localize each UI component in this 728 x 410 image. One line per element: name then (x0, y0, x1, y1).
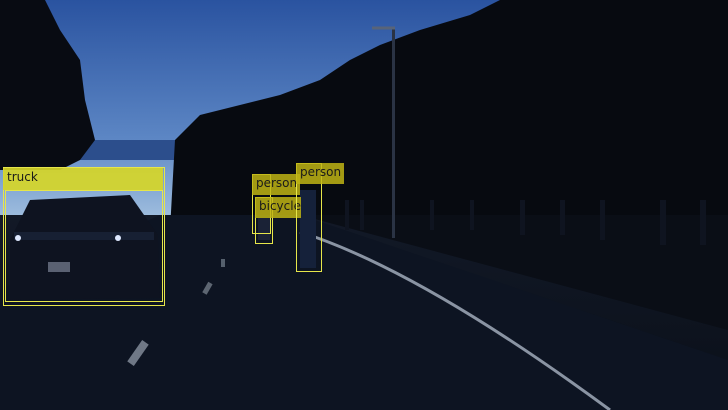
detection-label-bicycle: bicycle (255, 197, 301, 218)
truck-vehicle (10, 195, 160, 300)
detection-label-person-1: person (252, 174, 300, 195)
detection-box-truck-inner (5, 190, 163, 302)
detection-label-person-2: person (296, 163, 344, 184)
detection-box-truck (3, 167, 165, 306)
detection-label-truck: truck (3, 168, 163, 190)
